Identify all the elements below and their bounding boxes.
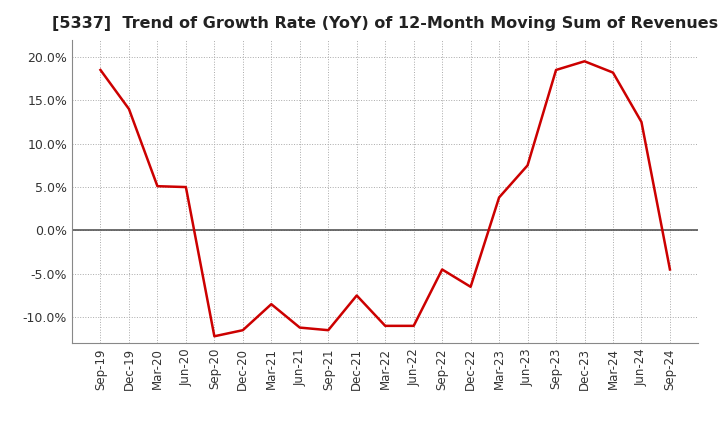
Title: [5337]  Trend of Growth Rate (YoY) of 12-Month Moving Sum of Revenues: [5337] Trend of Growth Rate (YoY) of 12-… [52, 16, 719, 32]
